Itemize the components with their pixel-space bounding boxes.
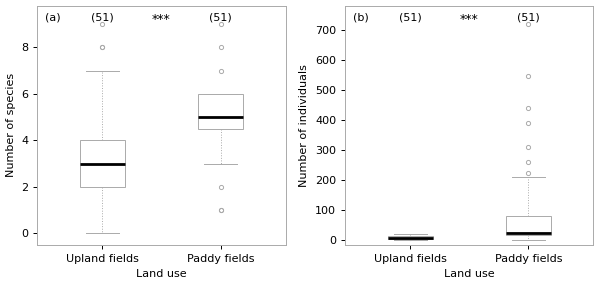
Text: (a): (a) — [45, 13, 60, 23]
Bar — [80, 140, 125, 187]
Text: (51): (51) — [399, 13, 422, 23]
Text: ***: *** — [460, 13, 479, 26]
Text: (51): (51) — [517, 13, 540, 23]
Y-axis label: Number of species: Number of species — [5, 73, 16, 177]
Bar — [388, 237, 432, 239]
Y-axis label: Number of individuals: Number of individuals — [300, 64, 310, 187]
Bar — [198, 94, 243, 129]
Text: ***: *** — [152, 13, 171, 26]
Text: (b): (b) — [353, 13, 368, 23]
Text: (51): (51) — [209, 13, 232, 23]
X-axis label: Land use: Land use — [136, 269, 187, 280]
Text: (51): (51) — [91, 13, 114, 23]
X-axis label: Land use: Land use — [444, 269, 495, 280]
Bar — [506, 216, 551, 235]
